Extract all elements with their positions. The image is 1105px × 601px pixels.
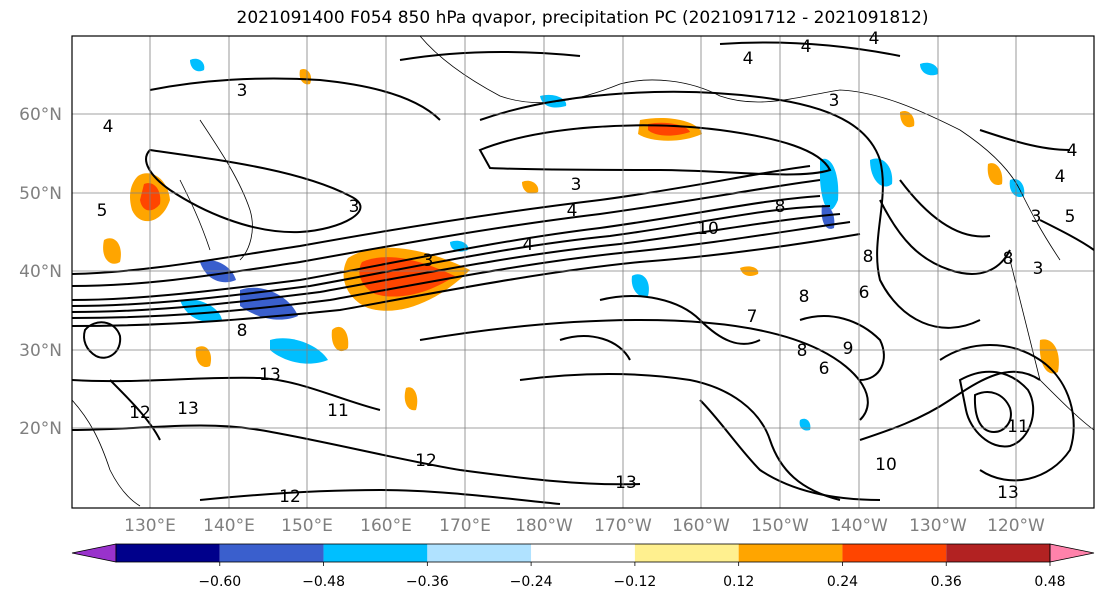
contour-label: 4 [523, 235, 534, 255]
colorbar-tick-label: 0.36 [931, 574, 962, 590]
contour-label: 10 [875, 455, 897, 475]
contour-label: 4 [103, 117, 114, 137]
colorbar [71, 543, 1095, 563]
contour-label: 6 [819, 359, 830, 379]
contour-label: 13 [259, 365, 281, 385]
latitude-label: 40°N [19, 262, 62, 282]
contour-label: 4 [1055, 167, 1066, 187]
longitude-label: 140°E [203, 516, 255, 536]
graticule [72, 36, 1094, 508]
plot-frame [71, 35, 1095, 509]
longitude-labels: 130°E 140°E 150°E 160°E 170°E 180°W 170°W 160°W… [124, 516, 1045, 536]
latitude-label: 20°N [19, 419, 62, 439]
contour-label: 7 [747, 307, 758, 327]
contour-label: 8 [1003, 249, 1014, 269]
colorbar-tick-label: −0.36 [406, 574, 449, 590]
contour-label: 12 [415, 451, 437, 471]
contour-label: 3 [1033, 259, 1044, 279]
latitude-label: 50°N [19, 184, 62, 204]
colorbar-segment [116, 544, 220, 562]
contour-label: 5 [97, 201, 108, 221]
longitude-label: 160°W [672, 516, 730, 536]
contour-label: 8 [863, 247, 874, 267]
colorbar-tick-label: 0.48 [1034, 574, 1065, 590]
contour-label: 4 [567, 201, 578, 221]
colorbar-max-extend [1049, 543, 1095, 563]
contour-label: 4 [801, 37, 812, 57]
contour-label: 6 [859, 283, 870, 303]
colorbar-tick-label: −0.12 [613, 574, 656, 590]
longitude-label: 180°W [515, 516, 573, 536]
colorbar-segment [219, 544, 324, 562]
colorbar-segment [738, 544, 843, 562]
colorbar-segment [946, 544, 1050, 562]
contour-label: 11 [1007, 417, 1029, 437]
contour-label: 5 [1065, 207, 1076, 227]
contour-label: 8 [775, 197, 786, 217]
contour-label: 4 [1067, 141, 1078, 161]
contour-label: 13 [177, 399, 199, 419]
contour-label: 3 [829, 91, 840, 111]
contour-label: 13 [615, 473, 637, 493]
colorbar-segment [427, 544, 532, 562]
contour-label: 4 [743, 49, 754, 69]
longitude-label: 150°E [281, 516, 333, 536]
colorbar-segment [634, 544, 739, 562]
contour-label: 10 [697, 219, 719, 239]
contour-label: 12 [279, 487, 301, 507]
contour-label: 4 [869, 29, 880, 49]
latitude-labels: 60°N 50°N 40°N 30°N 20°N [19, 105, 62, 439]
longitude-label: 130°W [909, 516, 967, 536]
longitude-label: 140°W [830, 516, 888, 536]
longitude-label: 170°E [439, 516, 491, 536]
colorbar-tick-label: −0.48 [302, 574, 345, 590]
longitude-label: 170°W [594, 516, 652, 536]
contour-label: 3 [237, 81, 248, 101]
colorbar-segment [531, 544, 635, 562]
longitude-label: 120°W [987, 516, 1045, 536]
contour-label: 9 [843, 339, 854, 359]
map-title: 2021091400 F054 850 hPa qvapor, precipit… [236, 8, 929, 28]
longitude-label: 160°E [360, 516, 412, 536]
contour-label: 8 [797, 341, 808, 361]
colorbar-tick-label: 0.24 [827, 574, 858, 590]
colorbar-segment [842, 544, 947, 562]
contour-label: 3 [1031, 207, 1042, 227]
contour-label: 12 [129, 403, 151, 423]
contour-label: 8 [237, 321, 248, 341]
latitude-label: 30°N [19, 341, 62, 361]
latitude-label: 60°N [19, 105, 62, 125]
colorbar-segment [323, 544, 428, 562]
qvapor-contours [72, 41, 1094, 505]
colorbar-outline [115, 543, 1051, 563]
colorbar-tick-labels: −0.60 −0.48 −0.36 −0.24 −0.12 0.12 0.24 0.36 0.4… [198, 562, 1066, 590]
colorbar-min-extend [71, 543, 117, 563]
colorbar-tick-label: −0.24 [510, 574, 553, 590]
contour-label: 3 [571, 175, 582, 195]
coastlines [72, 36, 1094, 507]
colorbar-tick-label: −0.60 [198, 574, 241, 590]
contour-label: 8 [799, 287, 810, 307]
longitude-label: 130°E [124, 516, 176, 536]
contour-label: 11 [327, 401, 349, 421]
longitude-label: 150°W [751, 516, 809, 536]
colorbar-tick-label: 0.12 [723, 574, 754, 590]
contour-label: 3 [349, 197, 360, 217]
contour-label: 13 [997, 483, 1019, 503]
contour-label: 3 [423, 251, 434, 271]
